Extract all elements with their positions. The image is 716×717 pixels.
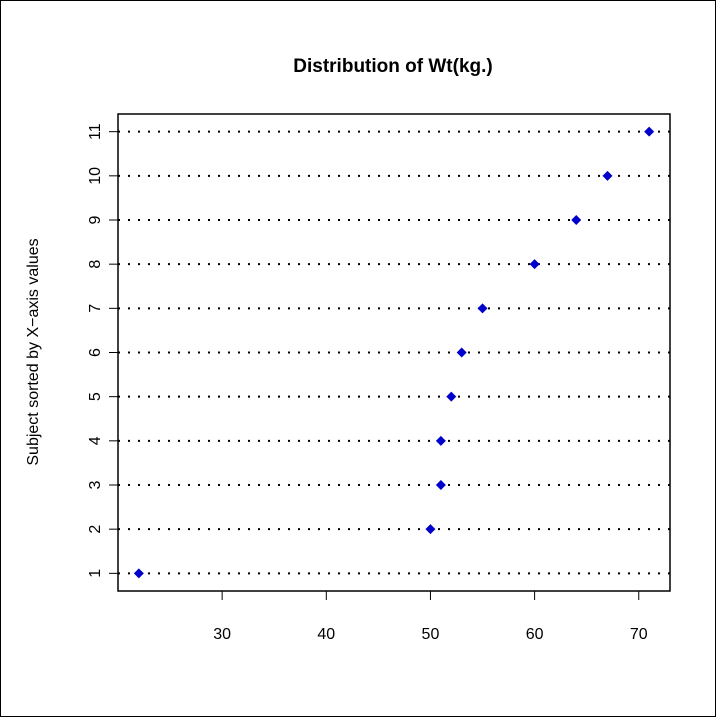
x-tick-label: 40 bbox=[317, 626, 335, 643]
x-axis: 30 40 50 60 70 bbox=[213, 590, 648, 643]
y-axis-label: Subject sorted by X−axis values bbox=[25, 238, 42, 465]
y-tick-label: 3 bbox=[87, 480, 104, 489]
data-point bbox=[435, 480, 446, 490]
data-point bbox=[435, 435, 446, 446]
y-tick-label: 6 bbox=[87, 348, 104, 357]
x-tick-label: 30 bbox=[213, 626, 231, 643]
plot-area-border bbox=[117, 113, 671, 592]
y-tick-label: 1 bbox=[87, 569, 104, 578]
data-point bbox=[602, 170, 613, 181]
data-point bbox=[133, 568, 144, 579]
data-points bbox=[133, 126, 655, 579]
data-point bbox=[456, 347, 467, 358]
data-point bbox=[644, 126, 655, 137]
x-tick-label: 70 bbox=[630, 626, 648, 643]
y-tick-label: 2 bbox=[87, 525, 104, 534]
y-tick-label: 5 bbox=[87, 392, 104, 401]
data-point bbox=[571, 215, 582, 225]
data-point bbox=[477, 303, 488, 314]
x-tick-label: 50 bbox=[422, 626, 440, 643]
data-point bbox=[425, 524, 436, 535]
chart-title: Distribution of Wt(kg.) bbox=[293, 56, 492, 77]
y-tick-label: 11 bbox=[87, 123, 104, 140]
y-tick-label: 10 bbox=[87, 167, 104, 185]
y-tick-label: 9 bbox=[87, 215, 104, 224]
y-tick-label: 8 bbox=[87, 260, 104, 269]
data-point bbox=[446, 391, 457, 402]
y-tick-label: 4 bbox=[87, 436, 104, 445]
x-tick-label: 60 bbox=[526, 626, 544, 643]
y-tick-label: 7 bbox=[87, 304, 104, 313]
data-point bbox=[529, 259, 540, 270]
grid-lines bbox=[118, 130, 670, 575]
